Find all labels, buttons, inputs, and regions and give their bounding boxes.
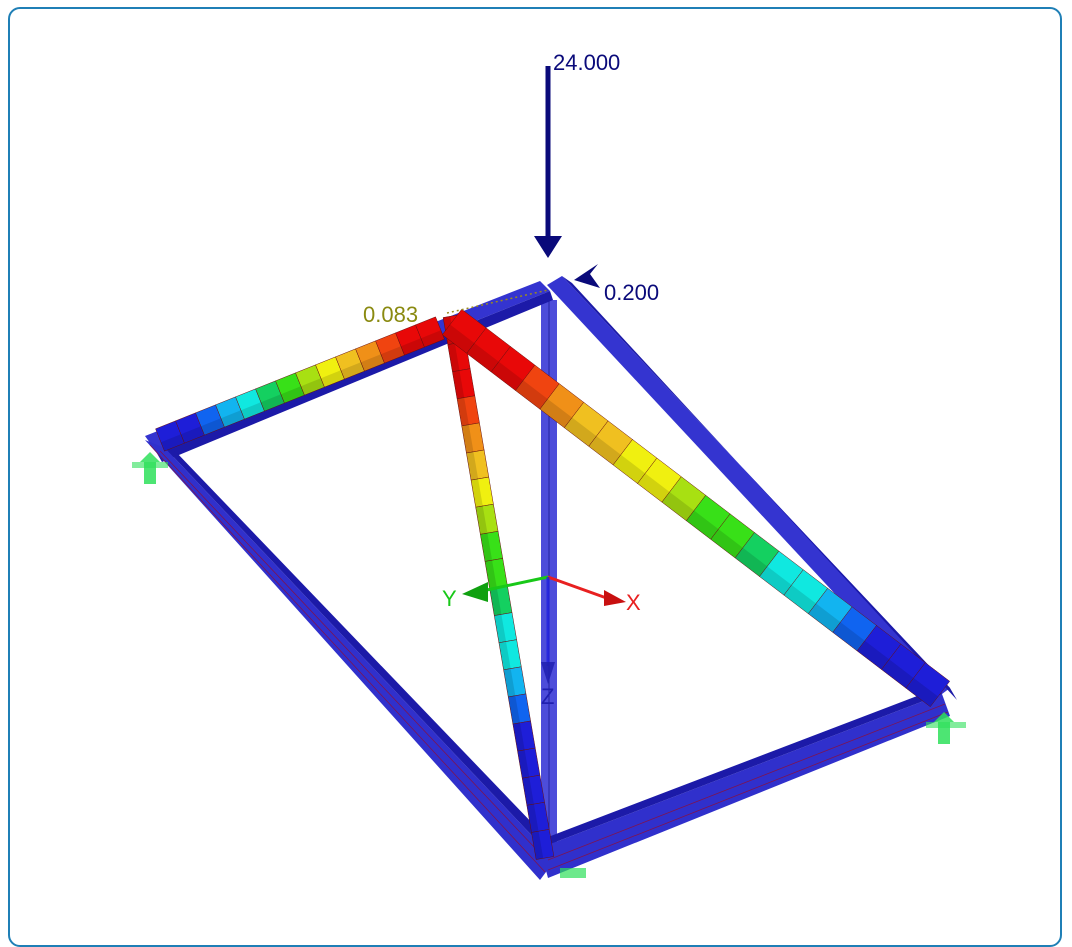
diagonal-right-segment-shade bbox=[832, 622, 865, 651]
diagonal-right-segment-shade bbox=[905, 677, 939, 707]
dimension-line bbox=[446, 289, 549, 314]
axis-triad-icon bbox=[462, 575, 626, 684]
support-icon-bottom bbox=[560, 868, 586, 878]
diagonal-left-segment-shade bbox=[498, 641, 511, 670]
left-beam-member[interactable] bbox=[145, 440, 560, 880]
top-beam-segment-shade bbox=[300, 378, 325, 396]
diagonal-left-segment-shade bbox=[531, 831, 544, 860]
diagonal-left-segment-shade bbox=[512, 722, 525, 752]
top-beam-segment-shade bbox=[360, 354, 385, 372]
bottom-beam-member[interactable] bbox=[535, 688, 950, 878]
diagonal-left-segment-shade bbox=[471, 478, 483, 508]
diagonal-left-segment bbox=[531, 829, 555, 860]
top-beam-segment-shade bbox=[200, 418, 225, 436]
top-right-rafter-member[interactable] bbox=[547, 276, 957, 700]
top-beam-segment bbox=[415, 316, 445, 348]
diagonal-right-segment-shade bbox=[857, 640, 890, 670]
support-icon-left bbox=[132, 452, 168, 484]
top-beam-result-segments bbox=[155, 316, 445, 452]
diagonal-right-segment-shade bbox=[808, 603, 841, 633]
top-beam-segment-shade bbox=[320, 370, 345, 388]
top-beam-segment-shade bbox=[420, 330, 445, 348]
diagonal-right-segment-shade bbox=[881, 659, 914, 689]
diagonal-left-segment-shade bbox=[526, 804, 539, 833]
y-axis-label: Y bbox=[442, 586, 457, 611]
diagonal-left-segment-shade bbox=[517, 749, 530, 779]
diagonal-right-segment-shade bbox=[637, 473, 670, 503]
top-beam-segment-shade bbox=[380, 346, 405, 364]
diagonal-left-segment-shade bbox=[447, 343, 460, 372]
top-beam-segment-shade bbox=[260, 394, 285, 412]
moment-load-label: 0.200 bbox=[604, 280, 659, 305]
diagonal-left-segment-shade bbox=[466, 451, 479, 481]
diagonal-left-segment-shade bbox=[522, 777, 534, 806]
diagonal-left-segment-shade bbox=[475, 506, 488, 535]
x-axis-label: X bbox=[626, 590, 641, 615]
diagonal-left-member[interactable] bbox=[442, 314, 555, 860]
diagonal-left-segment-shade bbox=[480, 533, 493, 562]
top-beam-segment-shade bbox=[340, 362, 365, 380]
diagonal-left-segment-shade bbox=[461, 424, 474, 454]
diagonal-right-segment-shade bbox=[515, 380, 548, 410]
diagonal-right-segment-shade bbox=[661, 491, 695, 521]
diagonal-left-segment-shade bbox=[484, 560, 497, 589]
diagonal-left-segment-shade bbox=[457, 397, 469, 426]
top-beam-segment-shade bbox=[400, 338, 425, 356]
diagonal-left-segment-shade bbox=[489, 587, 502, 616]
diagonal-left-segment-shade bbox=[508, 695, 520, 725]
diagonal-right-segment-shade bbox=[759, 566, 792, 596]
diagonal-right-segment-shade bbox=[442, 324, 475, 354]
diagonal-right-segment-shade bbox=[588, 436, 621, 465]
max-result-label: 0.083 bbox=[363, 302, 418, 327]
top-beam-segment-shade bbox=[240, 402, 265, 420]
diagonal-right-segment-shade bbox=[686, 510, 719, 540]
diagonal-right-segment-shade bbox=[466, 343, 499, 372]
diagonal-right-segment-shade bbox=[735, 547, 768, 577]
vertical-load-arrow[interactable] bbox=[534, 66, 562, 258]
diagonal-right-segment bbox=[905, 662, 951, 708]
diagonal-right-segment-shade bbox=[564, 417, 597, 447]
top-beam-segment-shade bbox=[280, 386, 305, 404]
diagonal-right-segment-shade bbox=[613, 454, 646, 484]
moment-load-arrow[interactable] bbox=[574, 264, 600, 288]
diagonal-right-member[interactable] bbox=[441, 308, 951, 708]
diagonal-right-segment-shade bbox=[710, 529, 743, 558]
diagonal-right-segment-shade bbox=[539, 398, 573, 428]
z-axis-label: Z bbox=[541, 684, 554, 709]
top-beam-segment-shade bbox=[160, 434, 185, 452]
diagonal-left-segment-shade bbox=[494, 614, 507, 643]
top-beam-segment-shade bbox=[220, 410, 245, 428]
diagonal-right-segment-shade bbox=[783, 584, 817, 614]
diagonal-left-segment-shade bbox=[452, 370, 465, 399]
diagonal-left-segment-shade bbox=[503, 668, 516, 697]
top-beam-segment-shade bbox=[180, 426, 205, 444]
support-icon-right bbox=[926, 712, 966, 744]
diagonal-right-segment-shade bbox=[491, 361, 524, 391]
vertical-load-label: 24.000 bbox=[553, 50, 620, 75]
